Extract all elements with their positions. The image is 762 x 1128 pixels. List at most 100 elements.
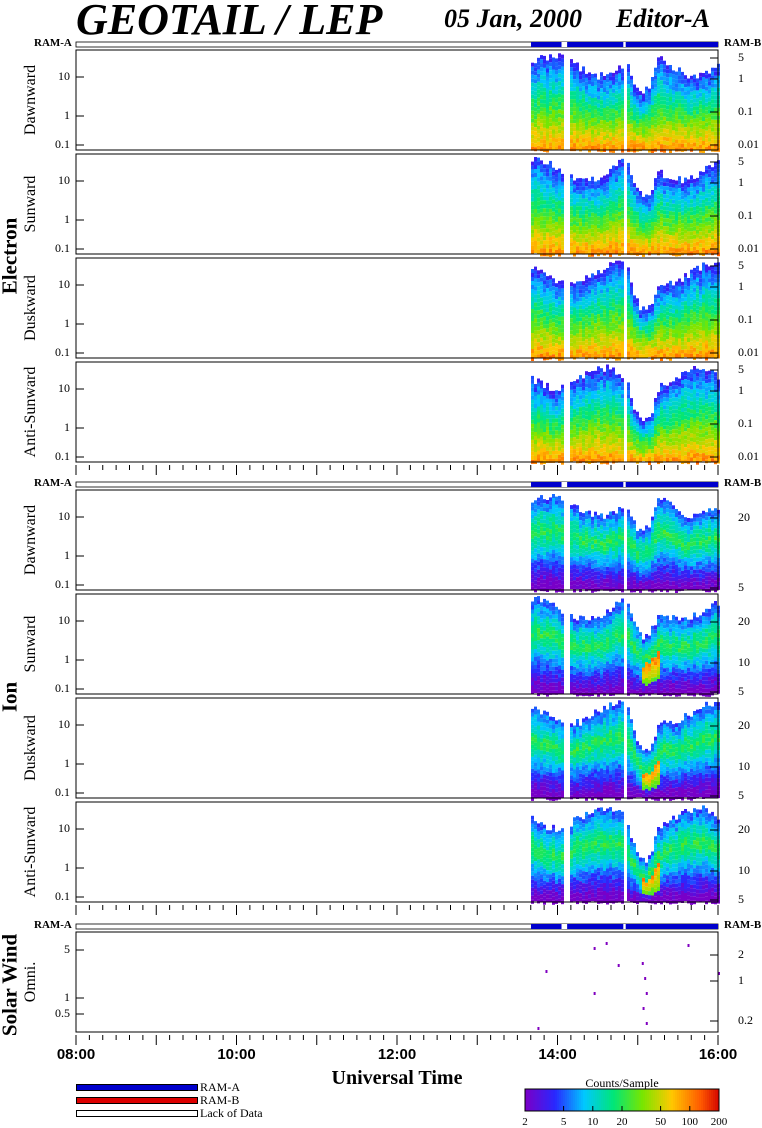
- spectrogram-cell: [693, 331, 696, 336]
- spectrogram-cell: [663, 84, 666, 89]
- spectrogram-cell: [540, 160, 543, 165]
- spectrogram-cell: [681, 191, 684, 196]
- spectrogram-cell: [570, 222, 573, 227]
- spectrogram-cell: [609, 397, 612, 402]
- spectrogram-cell: [663, 234, 666, 239]
- spectrogram-cell: [609, 262, 612, 267]
- spectrogram-cell: [687, 432, 690, 437]
- spectrogram-cell: [603, 383, 606, 388]
- spectrogram-cell: [555, 98, 558, 103]
- spectrogram-cell: [573, 425, 576, 430]
- spectrogram-cell: [552, 438, 555, 443]
- spectrogram-cell: [675, 309, 678, 314]
- spectrogram-cell: [708, 165, 711, 170]
- spectrogram-cell: [633, 96, 636, 101]
- spectrogram-cell: [531, 102, 534, 107]
- spectrogram-cell: [549, 303, 552, 308]
- spectrogram-cell: [696, 456, 699, 461]
- spectrogram-cell: [591, 236, 594, 241]
- spectrogram-cell: [639, 334, 642, 339]
- spectrogram-cell: [690, 309, 693, 314]
- spectrogram-cell: [582, 378, 585, 383]
- spectrogram-cell: [633, 315, 636, 320]
- spectrogram-cell: [702, 270, 705, 275]
- spectrogram-cell: [693, 366, 696, 370]
- spectrogram-cell: [702, 137, 705, 141]
- spectrogram-cell: [606, 320, 609, 324]
- spectrogram-cell: [531, 165, 534, 170]
- spectrogram-cell: [597, 342, 600, 347]
- spectrogram-cell: [621, 170, 624, 175]
- spectrogram-cell: [606, 448, 609, 453]
- spectrogram-cell: [690, 239, 693, 244]
- spectrogram-cell: [555, 458, 558, 463]
- spectrogram-cell: [708, 454, 711, 459]
- spectrogram-cell: [684, 309, 687, 314]
- spectrogram-cell: [534, 274, 537, 279]
- spectrogram-cell: [606, 190, 609, 195]
- spectrogram-cell: [555, 426, 558, 431]
- spectrogram-cell: [618, 125, 621, 130]
- spectrogram-cell: [591, 224, 594, 229]
- spectrogram-cell: [618, 171, 621, 176]
- spectrogram-cell: [552, 406, 555, 411]
- spectrogram-cell: [552, 422, 555, 427]
- spectrogram-cell: [579, 353, 582, 358]
- spectrogram-cell: [612, 443, 615, 448]
- spectrogram-cell: [648, 437, 651, 441]
- spectrogram-cell: [570, 115, 573, 120]
- spectrogram-cell: [579, 325, 582, 330]
- spectrogram-cell: [651, 226, 654, 230]
- spectrogram-cell: [597, 99, 600, 104]
- spectrogram-cell: [603, 329, 606, 334]
- spectrogram-cell: [696, 333, 699, 338]
- spectrogram-cell: [576, 443, 579, 448]
- spectrogram-cell: [681, 127, 684, 132]
- spectrogram-cell: [633, 441, 636, 446]
- spectrogram-cell: [690, 297, 693, 302]
- spectrogram-cell: [690, 179, 693, 184]
- spectrogram-cell: [618, 215, 621, 220]
- spectrogram-cell: [693, 78, 696, 83]
- spectrogram-cell: [636, 447, 639, 452]
- spectrogram-cell: [690, 429, 693, 434]
- spectrogram-cell: [714, 87, 717, 92]
- spectrogram-cell: [648, 104, 651, 109]
- spectrogram-cell: [672, 94, 675, 99]
- spectrogram-cell: [642, 141, 645, 146]
- spectrogram-cell: [639, 433, 642, 438]
- spectrogram-cell: [627, 434, 630, 439]
- spectrogram-cell: [540, 59, 543, 64]
- spectrogram-cell: [681, 183, 684, 188]
- spectrogram-cell: [708, 105, 711, 110]
- spectrogram-cell: [609, 441, 612, 446]
- spectrogram-cell: [552, 442, 555, 447]
- spectrogram-cell: [594, 225, 597, 230]
- spectrogram-cell: [693, 299, 696, 304]
- spectrogram-cell: [543, 232, 546, 237]
- spectrogram-cell: [684, 325, 687, 330]
- spectrogram-cell: [540, 341, 543, 346]
- spectrogram-cell: [714, 274, 717, 279]
- spectrogram-cell: [609, 96, 612, 101]
- spectrogram-cell: [537, 181, 540, 186]
- spectrogram-cell: [558, 216, 561, 221]
- spectrogram-cell: [669, 211, 672, 216]
- spectrogram-cell: [594, 442, 597, 447]
- spectrogram-cell: [627, 68, 630, 73]
- spectrogram-cell: [636, 219, 639, 224]
- spectrogram-cell: [690, 183, 693, 188]
- spectrogram-cell: [711, 215, 714, 220]
- spectrogram-cell: [687, 114, 690, 119]
- spectrogram-cell: [579, 345, 582, 350]
- spectrogram-cell: [666, 85, 669, 90]
- spectrogram-cell: [687, 235, 690, 240]
- spectrogram-cell: [678, 79, 681, 84]
- spectrogram-cell: [621, 329, 624, 334]
- spectrogram-cell: [675, 397, 678, 402]
- spectrogram-cell: [708, 398, 711, 403]
- spectrogram-cell: [684, 185, 687, 190]
- spectrogram-cell: [588, 200, 591, 205]
- spectrogram-cell: [711, 430, 714, 435]
- spectrogram-cell: [582, 242, 585, 247]
